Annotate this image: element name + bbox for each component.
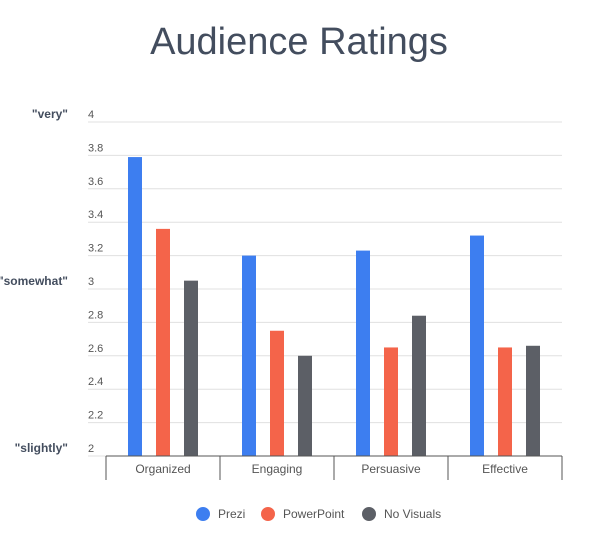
legend-swatch (362, 507, 376, 521)
y-tick-label: 2 (88, 443, 94, 455)
legend-swatch (261, 507, 275, 521)
chart-title: Audience Ratings (150, 21, 448, 63)
y-tick-label: 3.6 (88, 176, 103, 188)
y-tick-label: 2.4 (88, 376, 103, 388)
bar (470, 235, 484, 456)
qualitative-label: "somewhat" (0, 274, 68, 288)
legend: Prezi PowerPoint No Visuals (196, 507, 441, 521)
bar (156, 228, 170, 456)
bar (526, 345, 540, 456)
bar (184, 280, 198, 456)
x-axis: Organized Engaging Persuasive Effective (105, 455, 563, 480)
y-axis-ticks: 2 2.2 2.4 2.6 2.8 3 3.2 3.4 3.6 3.8 4 (88, 109, 103, 455)
x-category-label: Effective (482, 462, 528, 476)
legend-label: PowerPoint (283, 507, 345, 521)
y-tick-label: 2.8 (88, 309, 103, 321)
y-axis-qualitative-labels: "very" "somewhat" "slightly" (0, 107, 68, 455)
x-category-label: Persuasive (361, 462, 421, 476)
y-tick-label: 2.6 (88, 343, 103, 355)
qualitative-label: "slightly" (15, 441, 68, 455)
y-tick-label: 2.2 (88, 410, 103, 422)
bar (270, 330, 284, 456)
y-tick-label: 3.4 (88, 209, 103, 221)
qualitative-label: "very" (32, 107, 68, 121)
y-tick-label: 3 (88, 276, 94, 288)
legend-label: No Visuals (384, 507, 441, 521)
bar (412, 315, 426, 456)
y-tick-label: 3.2 (88, 243, 103, 255)
y-tick-label: 4 (88, 109, 94, 121)
bar (384, 347, 398, 456)
bar (498, 347, 512, 456)
bar (128, 157, 142, 456)
y-tick-label: 3.8 (88, 142, 103, 154)
bar (298, 355, 312, 456)
bar (356, 250, 370, 456)
legend-swatch (196, 507, 210, 521)
x-category-label: Organized (135, 462, 190, 476)
bar (242, 255, 256, 456)
legend-label: Prezi (218, 507, 245, 521)
x-category-label: Engaging (252, 462, 303, 476)
bars (128, 157, 540, 456)
